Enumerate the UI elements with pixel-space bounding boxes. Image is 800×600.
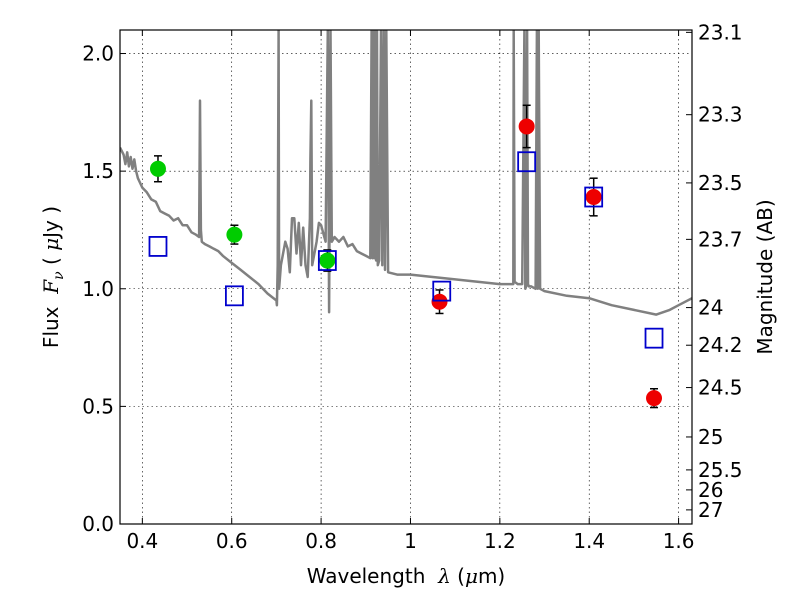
- x-axis-title: Wavelength λ (μm): [307, 564, 506, 588]
- data-point: [319, 252, 336, 269]
- x-tick-label: 0.4: [126, 529, 158, 553]
- magnitude-tick-label: 24.5: [698, 376, 743, 400]
- x-tick-label: 0.6: [216, 529, 248, 553]
- model-square-marker: [148, 236, 168, 257]
- magnitude-tick-label: 23.7: [698, 227, 743, 251]
- y-tick-label: 1.0: [82, 277, 114, 301]
- model-square-marker: [584, 186, 604, 208]
- tick-marks: [120, 30, 692, 525]
- y-tick-labels: 0.0 0.5 1.0 1.5 2.0: [82, 42, 114, 536]
- x-tick-label: 1: [404, 529, 417, 553]
- magnitude-tick-label: 27: [698, 498, 723, 522]
- magnitude-tick-label: 24: [698, 296, 723, 320]
- model-square-marker: [224, 285, 244, 307]
- model-square-marker: [432, 280, 452, 302]
- data-markers: [148, 104, 664, 409]
- x-tick-labels: 0.4 0.6 0.8 1 1.2 1.4 1.6: [126, 529, 694, 553]
- data-point: [149, 160, 166, 177]
- data-point: [518, 118, 535, 135]
- model-spectrum: [120, 30, 692, 316]
- magnitude-tick-label: 25: [698, 425, 723, 449]
- magnitude-tick-label: 23.3: [698, 103, 743, 127]
- grid-lines: [120, 30, 692, 525]
- plot-frame: [119, 29, 693, 525]
- data-point: [585, 189, 602, 206]
- y-axis-title: Flux Fν ( μJy ): [39, 206, 67, 348]
- y-tick-label: 0.0: [82, 512, 114, 536]
- model-sed-line: [120, 30, 692, 316]
- magnitude-tick-label: 23.5: [698, 171, 743, 195]
- magnitude-tick-label: 25.5: [698, 458, 743, 482]
- y2-axis-title: Magnitude (AB): [753, 199, 777, 354]
- magnitude-tick-label: 24.2: [698, 333, 743, 357]
- y-tick-label: 1.5: [82, 159, 114, 183]
- x-tick-label: 0.8: [305, 529, 337, 553]
- data-point: [431, 293, 448, 310]
- model-square-marker: [644, 327, 664, 349]
- model-square-marker: [317, 250, 337, 271]
- x-tick-label: 1.6: [663, 529, 695, 553]
- x-tick-label: 1.4: [573, 529, 605, 553]
- axes-box: [119, 29, 693, 525]
- magnitude-tick-label: 23.1: [698, 20, 743, 44]
- data-point: [646, 390, 663, 407]
- magnitude-tick-label: 26: [698, 478, 723, 502]
- y-tick-label: 0.5: [82, 394, 114, 418]
- x-tick-label: 1.2: [484, 529, 516, 553]
- data-point: [226, 226, 243, 243]
- y-tick-label: 2.0: [82, 42, 114, 66]
- model-square-marker: [517, 151, 537, 173]
